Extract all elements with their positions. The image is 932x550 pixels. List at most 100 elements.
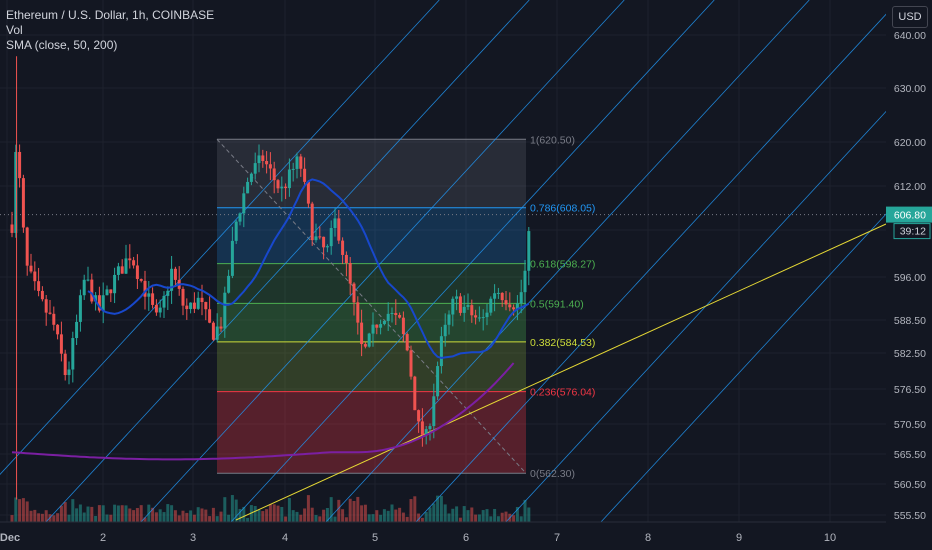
candle-body [56, 324, 60, 335]
fib-retracement[interactable] [216, 138, 527, 474]
candle-body [204, 302, 208, 310]
volume-bar [527, 507, 531, 522]
price-tick-label: 560.50 [894, 479, 926, 491]
price-axis[interactable]: 640.00630.00620.00612.00604.00596.00588.… [886, 0, 932, 550]
time-axis[interactable]: Dec 2 3 4 5 6 7 8 9 10 [0, 521, 932, 550]
candle-body [508, 304, 512, 308]
candle-body [21, 178, 25, 228]
volume-bar [200, 508, 204, 522]
candle-body [120, 266, 124, 274]
channel-line[interactable] [574, 0, 932, 550]
volume-bar [135, 508, 139, 522]
candle-body [333, 218, 337, 228]
sma-200-line [11, 362, 515, 461]
volume-bar [420, 517, 424, 522]
candle-body [238, 213, 242, 222]
volume-bar [477, 514, 481, 522]
candle-body [470, 305, 474, 316]
candle-body [439, 336, 443, 367]
candle-body [417, 410, 421, 422]
volume-bar [227, 514, 231, 522]
channel-line[interactable] [204, 0, 715, 550]
price-tick-label: 582.50 [894, 348, 926, 360]
candle-body [211, 322, 215, 340]
candle-body [48, 312, 52, 314]
volume-bar [63, 502, 67, 522]
candle-body [405, 334, 409, 351]
volume-bar [124, 505, 128, 522]
volume-indicator-label[interactable]: Vol [6, 23, 23, 37]
fib-zone [217, 303, 526, 342]
candle-body [219, 326, 223, 329]
volume-bar [120, 505, 124, 522]
candle-body [44, 299, 48, 313]
chart-legend: Ethereum / U.S. Dollar, 1h, COINBASE Vol… [6, 8, 214, 53]
candle-body [291, 168, 295, 170]
volume-bar [90, 506, 94, 522]
volume-bar [291, 510, 295, 522]
candle-body [481, 317, 485, 319]
current-price-tag[interactable] [886, 206, 932, 223]
candle-body [489, 298, 493, 313]
channel-line[interactable] [389, 0, 900, 550]
candle-body [37, 281, 41, 291]
time-tick-label: 7 [554, 532, 560, 544]
candle-body [401, 317, 405, 335]
volume-bar [333, 516, 337, 522]
candle-body [466, 305, 470, 307]
candle-body [329, 227, 333, 247]
candle-body [29, 265, 33, 272]
volume-bar [360, 505, 364, 522]
volume-bar [504, 511, 508, 522]
volume-bar [405, 516, 409, 522]
currency-button[interactable]: USD [892, 6, 928, 28]
volume-bar [234, 499, 238, 522]
candle-body [424, 429, 428, 435]
volume-bar [37, 513, 41, 522]
channel-line[interactable] [0, 0, 440, 550]
candle-body [67, 369, 71, 376]
symbol-title[interactable]: Ethereum / U.S. Dollar, 1h, COINBASE [6, 8, 215, 22]
channel-line[interactable] [299, 0, 810, 550]
volume-bar [18, 499, 22, 522]
volume-bar [162, 512, 166, 522]
candle-body [310, 203, 314, 241]
candle-body [257, 155, 261, 164]
volume-bar [496, 516, 500, 522]
candle-body [166, 290, 170, 296]
volume-bar [329, 497, 333, 522]
candle-body [40, 290, 44, 300]
volume-bar [113, 504, 117, 522]
candle-body [527, 231, 531, 271]
candle-body [462, 306, 466, 313]
sma-indicator-label[interactable]: SMA (close, 50, 200) [6, 38, 118, 52]
volume-bar [398, 507, 402, 522]
candle-body [109, 289, 113, 294]
candle-body [295, 156, 299, 169]
candle-body [97, 295, 101, 311]
volume-bar [52, 515, 56, 522]
volume-bar [394, 509, 398, 522]
candle-body [94, 295, 98, 302]
candle-body [371, 324, 375, 334]
volume-bar [173, 510, 177, 522]
candle-body [128, 258, 132, 261]
volume-bar [33, 509, 37, 522]
volume-bar [219, 511, 223, 522]
candle-body [154, 304, 158, 313]
volume-bar [322, 509, 326, 522]
volume-bar [481, 510, 485, 522]
candle-body [181, 288, 185, 306]
volume-bar [451, 508, 455, 522]
volume-bar [265, 509, 269, 522]
volume-bar [310, 507, 314, 522]
candle-body [253, 163, 257, 174]
candle-body [318, 236, 322, 238]
fib-trend-line[interactable] [216, 138, 527, 474]
trend-line[interactable] [235, 223, 887, 521]
volume-bar [67, 514, 71, 522]
volume-bar [10, 515, 14, 522]
candle-body [215, 326, 219, 340]
volume-bar [493, 508, 497, 522]
